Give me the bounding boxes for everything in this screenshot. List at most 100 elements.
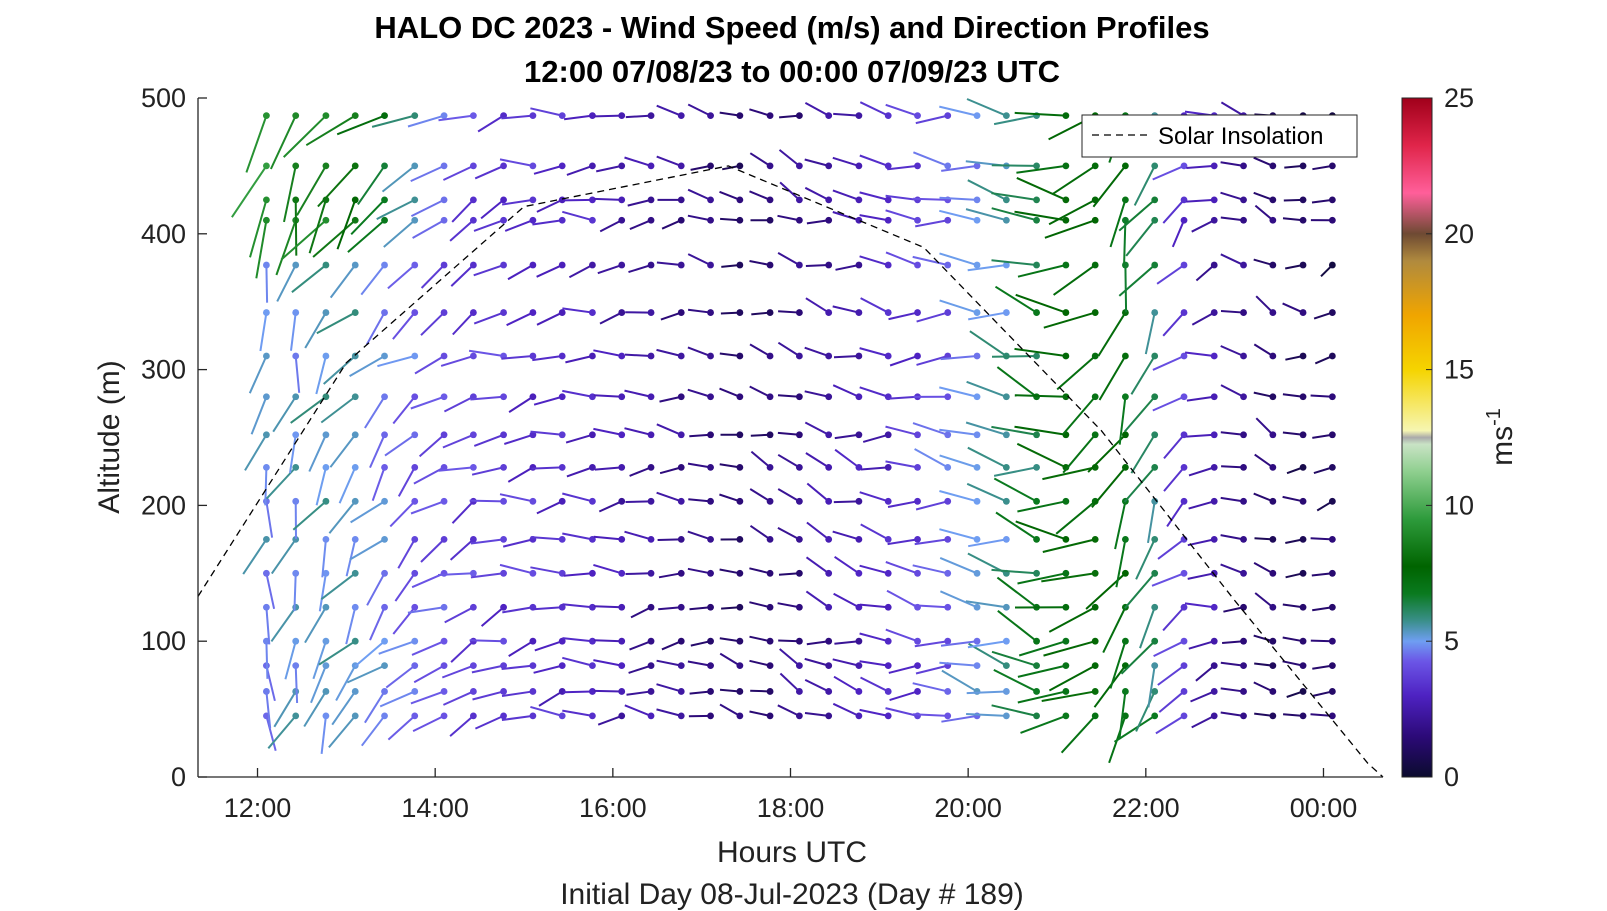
wind-barb-station-dot [884, 162, 892, 170]
wind-barb-shaft [624, 530, 652, 541]
wind-barb-station-dot [825, 603, 833, 611]
wind-barb-station-dot [766, 463, 774, 471]
wind-barb-station-dot [795, 196, 803, 204]
wind-barb-station-dot [1002, 603, 1010, 611]
wind-barb [533, 662, 566, 674]
wind-barb [1014, 393, 1070, 401]
wind-barb-station-dot [529, 497, 537, 505]
wind-barb-shaft [1016, 442, 1067, 469]
wind-barb [1286, 463, 1307, 475]
wind-barb-shaft [265, 573, 276, 610]
wind-barb-shaft [804, 421, 830, 436]
wind-barb-shaft [915, 219, 948, 228]
wind-barb [719, 493, 744, 505]
wind-barb-station-dot [529, 112, 537, 120]
y-tick-label: 500 [141, 83, 186, 113]
chart-title: HALO DC 2023 - Wind Speed (m/s) and Dire… [374, 10, 1209, 45]
wind-barb-station-dot [292, 712, 300, 720]
wind-barb-station-dot [529, 463, 537, 471]
wind-barb-station-dot [262, 112, 270, 120]
wind-barb-station-dot [322, 309, 330, 316]
wind-barb-shaft [303, 690, 327, 728]
wind-barb-shaft [656, 261, 682, 267]
wind-barb-shaft [658, 606, 682, 611]
wind-barb [749, 567, 774, 577]
wind-barb-shaft [1147, 665, 1156, 708]
wind-barb-station-dot [677, 535, 685, 543]
wind-barb-station-dot [292, 535, 300, 543]
wind-barb-station-dot [292, 196, 300, 204]
wind-barb-shaft [265, 501, 274, 538]
wind-barb [859, 491, 892, 505]
wind-barb-station-dot [707, 603, 714, 611]
wind-barb-shaft [1311, 572, 1333, 577]
wind-barb-station-dot [914, 535, 921, 543]
wind-barb-station-dot [1328, 497, 1336, 505]
wind-barb [1310, 393, 1336, 401]
wind-barb-station-dot [322, 216, 330, 224]
wind-barb-shaft [533, 395, 563, 406]
wind-barb-shaft [338, 466, 357, 504]
wind-barb [749, 488, 774, 505]
wind-barb [595, 162, 626, 173]
wind-barb-station-dot [589, 431, 596, 439]
wind-barb [966, 482, 1010, 505]
wind-barb-shaft [414, 355, 445, 375]
wind-barb-shaft [859, 564, 889, 575]
wind-barb [308, 431, 330, 472]
wind-barb [991, 192, 1040, 204]
wind-barb [656, 708, 685, 720]
wind-barb-shaft [777, 394, 800, 398]
wind-barb-shaft [656, 423, 682, 436]
wind-barb-shaft [993, 466, 1037, 477]
wind-barb-shaft [991, 568, 1037, 575]
wind-barb [437, 569, 477, 577]
wind-barb-station-dot [381, 261, 388, 269]
wind-barb-station-dot [1091, 712, 1099, 720]
wind-barb-station-dot [795, 569, 803, 577]
wind-barb [1191, 309, 1218, 326]
wind-barb-station-dot [529, 162, 537, 170]
wind-barb-shaft [566, 164, 593, 176]
wind-barb-station-dot [944, 393, 952, 401]
wind-barb [991, 259, 1040, 269]
wind-barb [245, 112, 270, 173]
wind-barb [1253, 258, 1277, 269]
wind-barb [1184, 602, 1218, 611]
wind-barb-shaft [966, 713, 1007, 717]
wind-barb-shaft [1184, 351, 1215, 358]
wind-barb-shaft [1152, 395, 1185, 412]
wind-barb-station-dot [944, 712, 952, 720]
wind-barb [283, 162, 300, 223]
wind-barb-station-dot [1033, 569, 1040, 577]
wind-barb-station-dot [322, 688, 330, 695]
wind-barb-station-dot [1091, 309, 1099, 316]
wind-barb-station-dot [262, 393, 270, 401]
wind-barb [1312, 662, 1336, 670]
wind-barb-shaft [1220, 661, 1244, 667]
wind-barb-station-dot [1299, 162, 1307, 170]
wind-barb [1253, 391, 1277, 401]
wind-barb-shaft [530, 566, 563, 575]
wind-barb-shaft [749, 488, 771, 503]
wind-barb-station-dot [322, 662, 330, 670]
wind-barb-shaft [501, 714, 534, 721]
wind-barb-shaft [413, 664, 445, 684]
wind-barb-station-dot [855, 112, 863, 120]
wind-barb-shaft [245, 115, 268, 173]
wind-barb-shaft [1220, 310, 1244, 314]
x-axis-ticks: 12:00 14:00 16:00 18:00 20:00 22:00 00:00 [224, 768, 1357, 823]
wind-barb-station-dot [825, 569, 833, 577]
wind-barb-shaft [996, 366, 1038, 398]
wind-barb-station-dot [1180, 603, 1188, 611]
wind-barb-shaft [593, 563, 623, 575]
wind-barb-station-dot [1091, 603, 1099, 611]
wind-barb-shaft [1123, 466, 1156, 503]
wind-barb [1188, 463, 1218, 477]
wind-barb-station-dot [1002, 431, 1010, 439]
wind-barb [593, 563, 626, 577]
wind-barb-shaft [310, 665, 327, 704]
wind-barb-shaft [991, 164, 1037, 167]
wind-barb-shaft [265, 691, 272, 729]
wind-barb-station-dot [500, 431, 507, 439]
